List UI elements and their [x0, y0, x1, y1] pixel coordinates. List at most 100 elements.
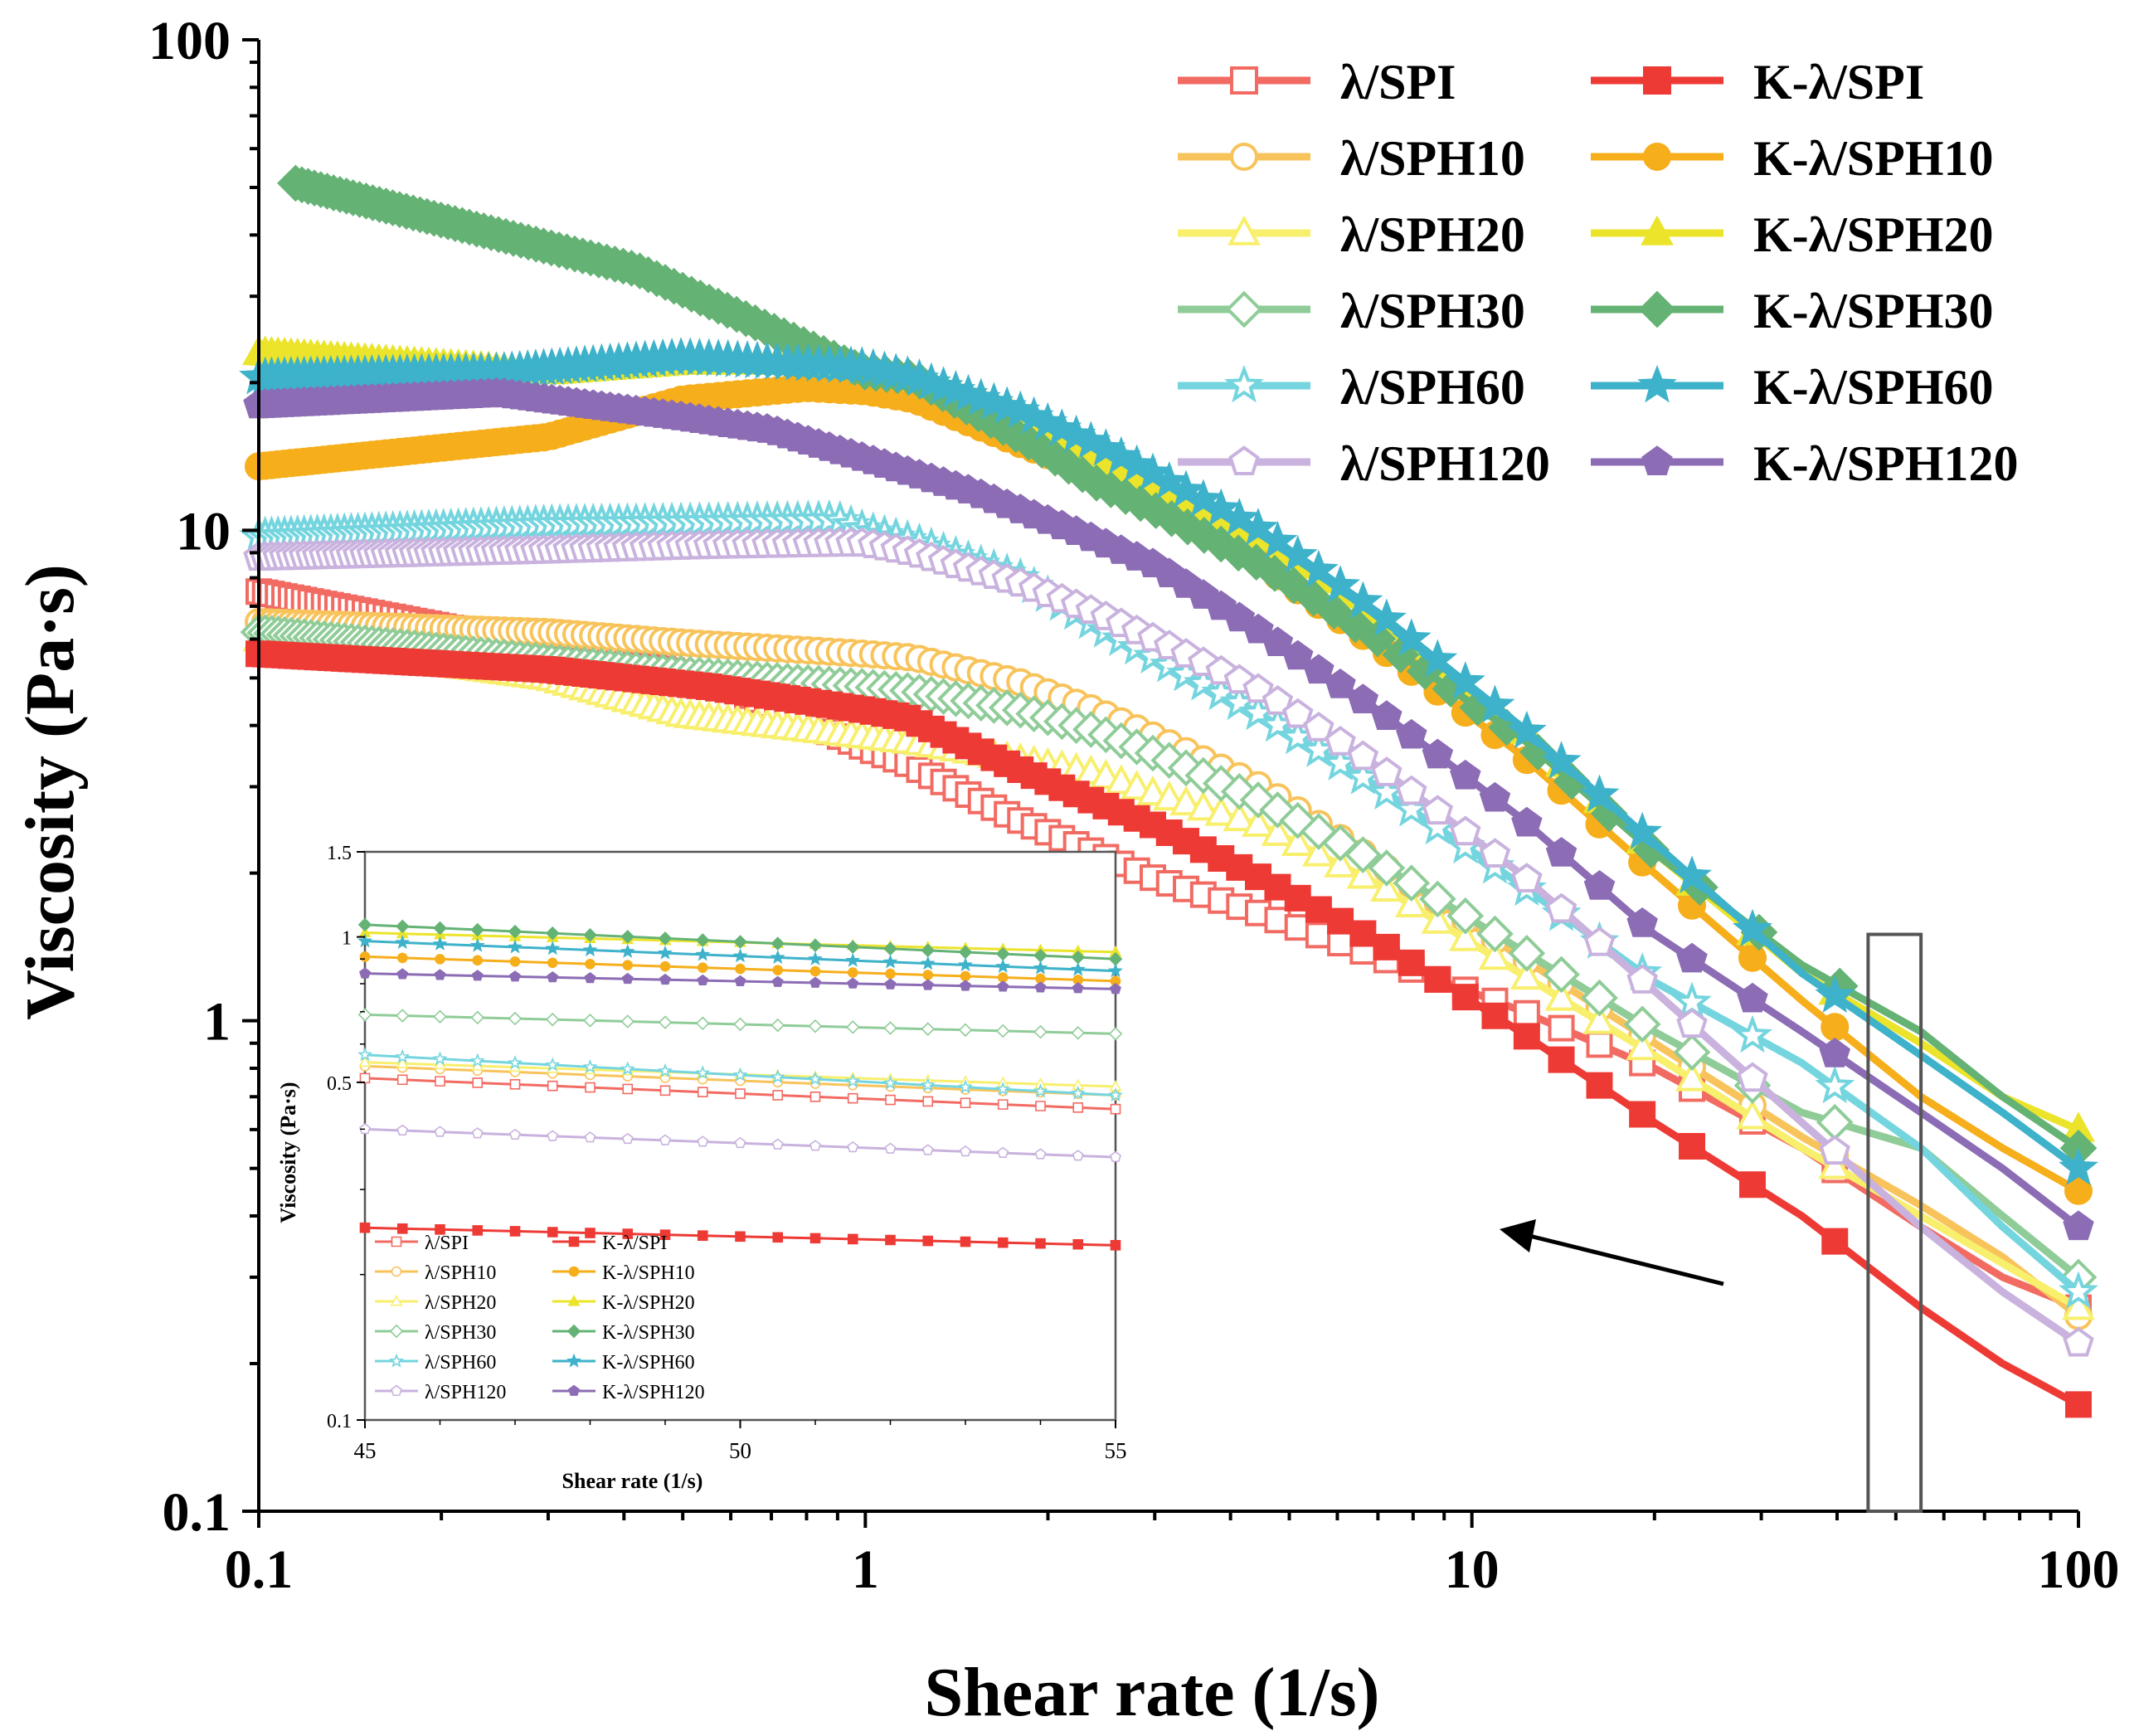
- inset-legend-item: λ/SPH120: [375, 1382, 506, 1403]
- inset-x-tick-label: 55: [1105, 1438, 1127, 1463]
- data-point: [1733, 1014, 1772, 1053]
- legend-marker: [1230, 66, 1258, 95]
- data-point: [1579, 774, 1620, 813]
- inset-data-point: [1110, 983, 1121, 994]
- inset-data-point: [958, 1023, 973, 1038]
- legend-marker: [1637, 364, 1677, 403]
- inset-legend-item: K-λ/SPH60: [552, 1352, 695, 1374]
- inset-data-point: [1034, 981, 1047, 993]
- data-point: [1819, 1038, 1851, 1067]
- inset-data-point: [357, 933, 372, 948]
- inset-data-point: [697, 974, 709, 986]
- inset-legend-label: λ/SPH60: [425, 1352, 496, 1374]
- inset-data-point: [735, 1231, 746, 1242]
- inset-data-point: [582, 942, 598, 957]
- inset-data-point: [620, 1014, 635, 1028]
- data-point: [1511, 806, 1543, 837]
- data-point: [1541, 741, 1582, 779]
- legend-marker: [1229, 143, 1259, 171]
- data-point: [1676, 1008, 1708, 1038]
- inset-data-point: [396, 1074, 408, 1086]
- legend-item: λ/SPI: [1178, 55, 1456, 109]
- inset-data-point: [358, 1055, 372, 1067]
- inset-data-point: [621, 1132, 634, 1145]
- y-tick-label: 10: [176, 501, 231, 562]
- x-tick-label: 1: [852, 1539, 879, 1600]
- inset-data-point: [771, 1138, 784, 1150]
- inset-data-point: [396, 968, 409, 980]
- data-point: [1422, 738, 1454, 769]
- inset-legend-label: λ/SPH120: [425, 1382, 506, 1403]
- data-point: [1815, 975, 1855, 1014]
- inset-data-point: [659, 960, 671, 972]
- inset-data-point: [1110, 1150, 1121, 1163]
- data-point: [1545, 837, 1578, 867]
- inset-data-point: [435, 954, 445, 965]
- legend-item: K-λ/SPH20: [1591, 207, 1993, 262]
- inset-data-point: [847, 1140, 859, 1153]
- data-point: [1320, 565, 1360, 603]
- inset-data-point: [997, 972, 1009, 983]
- inset-data-point: [997, 980, 1009, 992]
- inset-data-point: [809, 1233, 821, 1244]
- legend-label: λ/SPH120: [1340, 436, 1550, 491]
- inset-legend-label: K-λ/SPI: [602, 1233, 667, 1254]
- inset-data-point: [921, 979, 934, 990]
- data-point: [1204, 795, 1238, 826]
- legend-label: K-λ/SPH10: [1753, 131, 1993, 186]
- data-point: [1242, 806, 1275, 837]
- inset-data-point: [545, 1057, 561, 1072]
- inset-legend-label: K-λ/SPH120: [602, 1382, 705, 1403]
- inset-legend-marker: [566, 1353, 581, 1368]
- inset-y-tick-label: 1.5: [327, 843, 352, 864]
- data-point: [1738, 1171, 1766, 1199]
- y-tick-label: 0.1: [163, 1482, 231, 1543]
- inset-data-point: [1070, 1085, 1086, 1100]
- inset-legend-marker: [391, 1384, 402, 1396]
- inset-data-point: [469, 1053, 485, 1067]
- data-point: [1169, 508, 1207, 546]
- data-point: [1476, 915, 1514, 953]
- inset-series-λ/SPH120: [359, 1123, 1121, 1163]
- data-point: [1581, 979, 1618, 1017]
- data-point: [1153, 499, 1190, 537]
- inset-legend-marker: [390, 1295, 403, 1306]
- inset-data-point: [433, 921, 447, 936]
- main-series-group: [239, 164, 2098, 1418]
- inset-data-point: [845, 1073, 861, 1088]
- inset-data-point: [808, 938, 823, 952]
- data-point: [1300, 813, 1338, 850]
- data-point: [1394, 887, 1428, 917]
- series-K-λ/SPH120: [243, 377, 2094, 1241]
- arrow-head: [1500, 1219, 1536, 1252]
- inset-data-point: [472, 1225, 484, 1236]
- inset-data-point: [922, 1096, 934, 1107]
- inset-data-point: [958, 957, 973, 972]
- data-point: [1675, 1061, 1709, 1092]
- inset-data-point: [622, 1228, 634, 1239]
- inset-data-point: [508, 1011, 523, 1026]
- data-point: [1419, 880, 1456, 918]
- inset-legend-label: λ/SPH30: [425, 1322, 496, 1344]
- inset-data-point: [808, 1071, 823, 1086]
- data-point: [1819, 1135, 1851, 1165]
- data-point: [1548, 1014, 1575, 1042]
- inset-legend-item: λ/SPH30: [375, 1322, 496, 1344]
- inset-data-point: [771, 936, 785, 951]
- data-point: [1371, 756, 1403, 786]
- data-point: [1481, 1002, 1509, 1029]
- inset-data-point: [960, 980, 971, 991]
- data-point: [1275, 567, 1313, 605]
- inset-data-point: [772, 965, 784, 975]
- inset-data-point: [585, 1228, 596, 1238]
- inset-y-tick-label: 1: [342, 928, 352, 950]
- inset-data-point: [997, 1146, 1009, 1158]
- data-point: [1544, 980, 1578, 1011]
- data-point: [2059, 1271, 2098, 1309]
- inset-data-point: [697, 962, 708, 973]
- inset-data-point: [585, 959, 596, 970]
- data-point: [1302, 836, 1335, 867]
- inset-data-point: [622, 1083, 634, 1095]
- data-point: [1169, 785, 1203, 816]
- data-point: [1325, 669, 1356, 698]
